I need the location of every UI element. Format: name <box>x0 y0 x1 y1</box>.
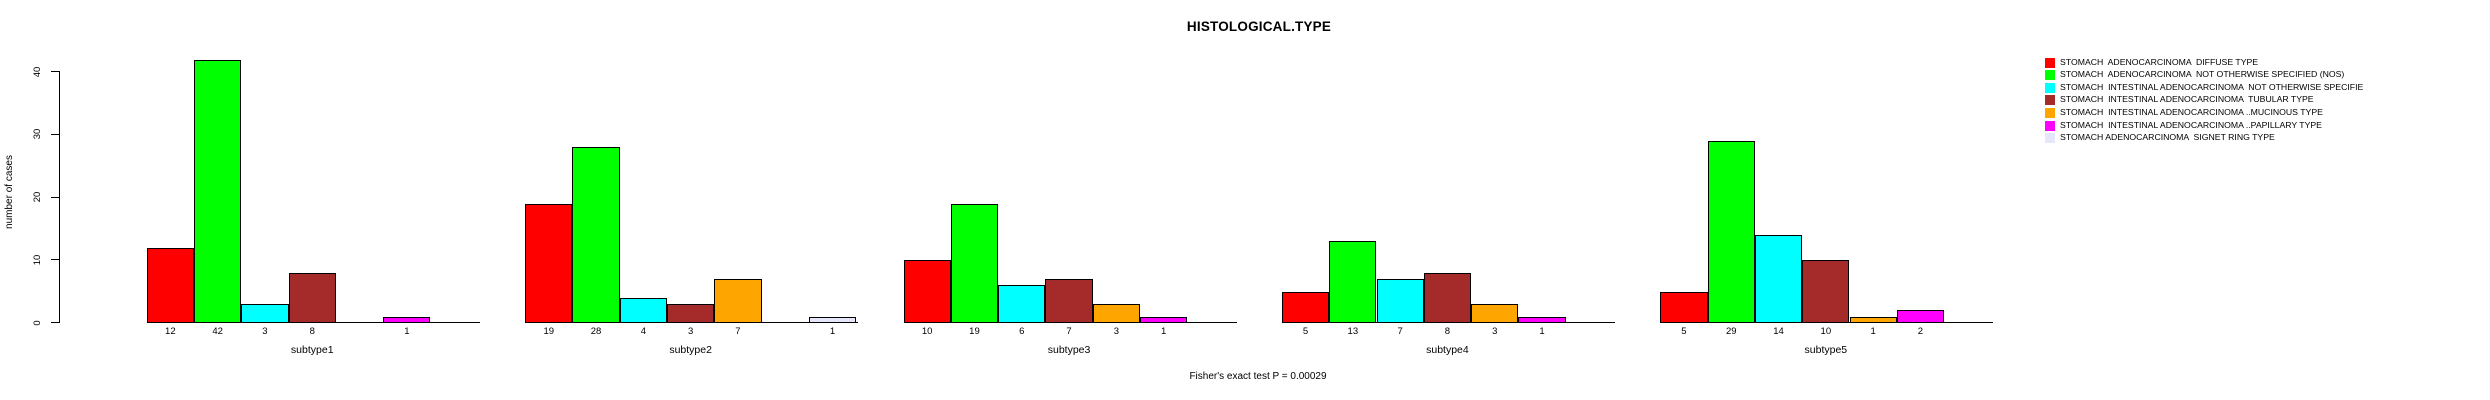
bar <box>903 260 951 323</box>
bar-value-label: 7 <box>1066 326 1072 337</box>
legend-label: STOMACH INTESTINAL ADENOCARCINOMA ..PAPI… <box>2060 119 2322 130</box>
bar <box>667 304 715 323</box>
bar <box>1754 235 1803 323</box>
y-axis-label: number of cases <box>4 155 15 229</box>
bar-value-label: 4 <box>640 326 646 337</box>
y-axis-tick <box>51 322 59 323</box>
bar <box>1376 279 1424 323</box>
bar-value-label: 10 <box>921 326 933 337</box>
bar <box>525 204 573 323</box>
x-category-label: subtype1 <box>290 344 334 356</box>
bar-value-label: 1 <box>404 326 410 337</box>
y-axis-tick <box>51 133 59 135</box>
bar-value-label: 19 <box>543 326 555 337</box>
bar-value-label: 1 <box>1870 326 1876 337</box>
bar <box>1707 141 1755 323</box>
legend-label: STOMACH ADENOCARCINOMA DIFFUSE TYPE <box>2060 56 2259 67</box>
legend-swatch <box>2045 82 2055 93</box>
bar-value-label: 7 <box>735 326 741 337</box>
bar-value-label: 42 <box>212 326 223 337</box>
legend-label: STOMACH INTESTINAL ADENOCARCINOMA NOT OT… <box>2060 81 2364 92</box>
bar <box>383 317 431 323</box>
y-axis-tick <box>51 196 59 198</box>
bar <box>1802 260 1850 323</box>
y-axis-line <box>59 71 60 323</box>
bar-value-label: 10 <box>1820 326 1832 337</box>
bar <box>1849 317 1897 323</box>
bar-value-label: 19 <box>969 326 980 337</box>
bar <box>1140 317 1188 323</box>
bar-value-label: 8 <box>309 326 315 337</box>
x-category-label: subtype2 <box>669 344 712 356</box>
bar <box>808 317 857 323</box>
bar-value-label: 5 <box>1302 326 1309 337</box>
legend-label: STOMACH INTESTINAL ADENOCARCINOMA TUBULA… <box>2060 94 2314 105</box>
bar <box>1092 304 1140 323</box>
bar <box>241 304 289 323</box>
bar-value-label: 7 <box>1397 326 1403 337</box>
bar <box>998 285 1046 323</box>
bar <box>714 279 762 323</box>
bar-value-label: 13 <box>1347 326 1359 337</box>
legend-swatch <box>2045 70 2055 81</box>
bar <box>950 204 999 323</box>
bar <box>1896 310 1945 323</box>
bar-value-label: 1 <box>829 326 836 337</box>
bar-value-label: 1 <box>1161 326 1167 337</box>
bar-value-label: 3 <box>262 326 268 337</box>
bar <box>288 273 336 323</box>
bar-value-label: 3 <box>1113 326 1119 337</box>
bar <box>1045 279 1093 323</box>
bar-value-label: 8 <box>1444 326 1451 337</box>
legend-swatch <box>2045 133 2055 144</box>
legend-label: STOMACH INTESTINAL ADENOCARCINOMA ..MUCI… <box>2060 107 2323 118</box>
y-tick-label: 40 <box>32 66 43 77</box>
legend-label: STOMACH ADENOCARCINOMA SIGNET RING TYPE <box>2060 132 2275 143</box>
bar-value-label: 5 <box>1681 326 1687 337</box>
x-category-label: subtype4 <box>1426 344 1469 356</box>
bar <box>1471 304 1519 323</box>
bar-value-label: 3 <box>1492 326 1498 337</box>
bar-value-label: 29 <box>1725 326 1737 337</box>
y-axis-tick <box>51 259 59 261</box>
bar-value-label: 28 <box>590 326 602 337</box>
legend-swatch <box>2045 108 2055 119</box>
bar <box>1281 292 1330 323</box>
bar <box>619 298 667 323</box>
y-tick-label: 10 <box>32 254 43 266</box>
bar <box>572 147 620 323</box>
bar <box>1518 317 1566 323</box>
bar-value-label: 14 <box>1773 326 1784 337</box>
bar-value-label: 2 <box>1917 326 1924 337</box>
y-tick-label: 0 <box>32 319 43 326</box>
bar <box>146 248 194 323</box>
chart-title: HISTOLOGICAL.TYPE <box>1186 19 1332 34</box>
legend-swatch <box>2045 95 2055 106</box>
bar <box>1660 292 1708 323</box>
legend-swatch <box>2045 120 2055 131</box>
y-tick-label: 20 <box>32 191 43 203</box>
bar-value-label: 1 <box>1539 326 1545 337</box>
legend-swatch <box>2045 57 2055 68</box>
bar <box>1329 241 1377 323</box>
x-category-label: subtype3 <box>1047 344 1091 356</box>
bar-value-label: 3 <box>688 326 694 337</box>
y-tick-label: 30 <box>32 129 43 140</box>
bar-value-label: 6 <box>1019 326 1025 337</box>
x-category-label: subtype5 <box>1804 344 1848 356</box>
y-axis-tick <box>51 71 59 73</box>
bar <box>1423 273 1472 323</box>
bar <box>194 60 242 323</box>
bar-value-label: 12 <box>165 326 176 337</box>
legend-label: STOMACH ADENOCARCINOMA NOT OTHERWISE SPE… <box>2060 69 2345 80</box>
chart-caption: Fisher's exact test P = 0.00029 <box>1189 371 1327 382</box>
